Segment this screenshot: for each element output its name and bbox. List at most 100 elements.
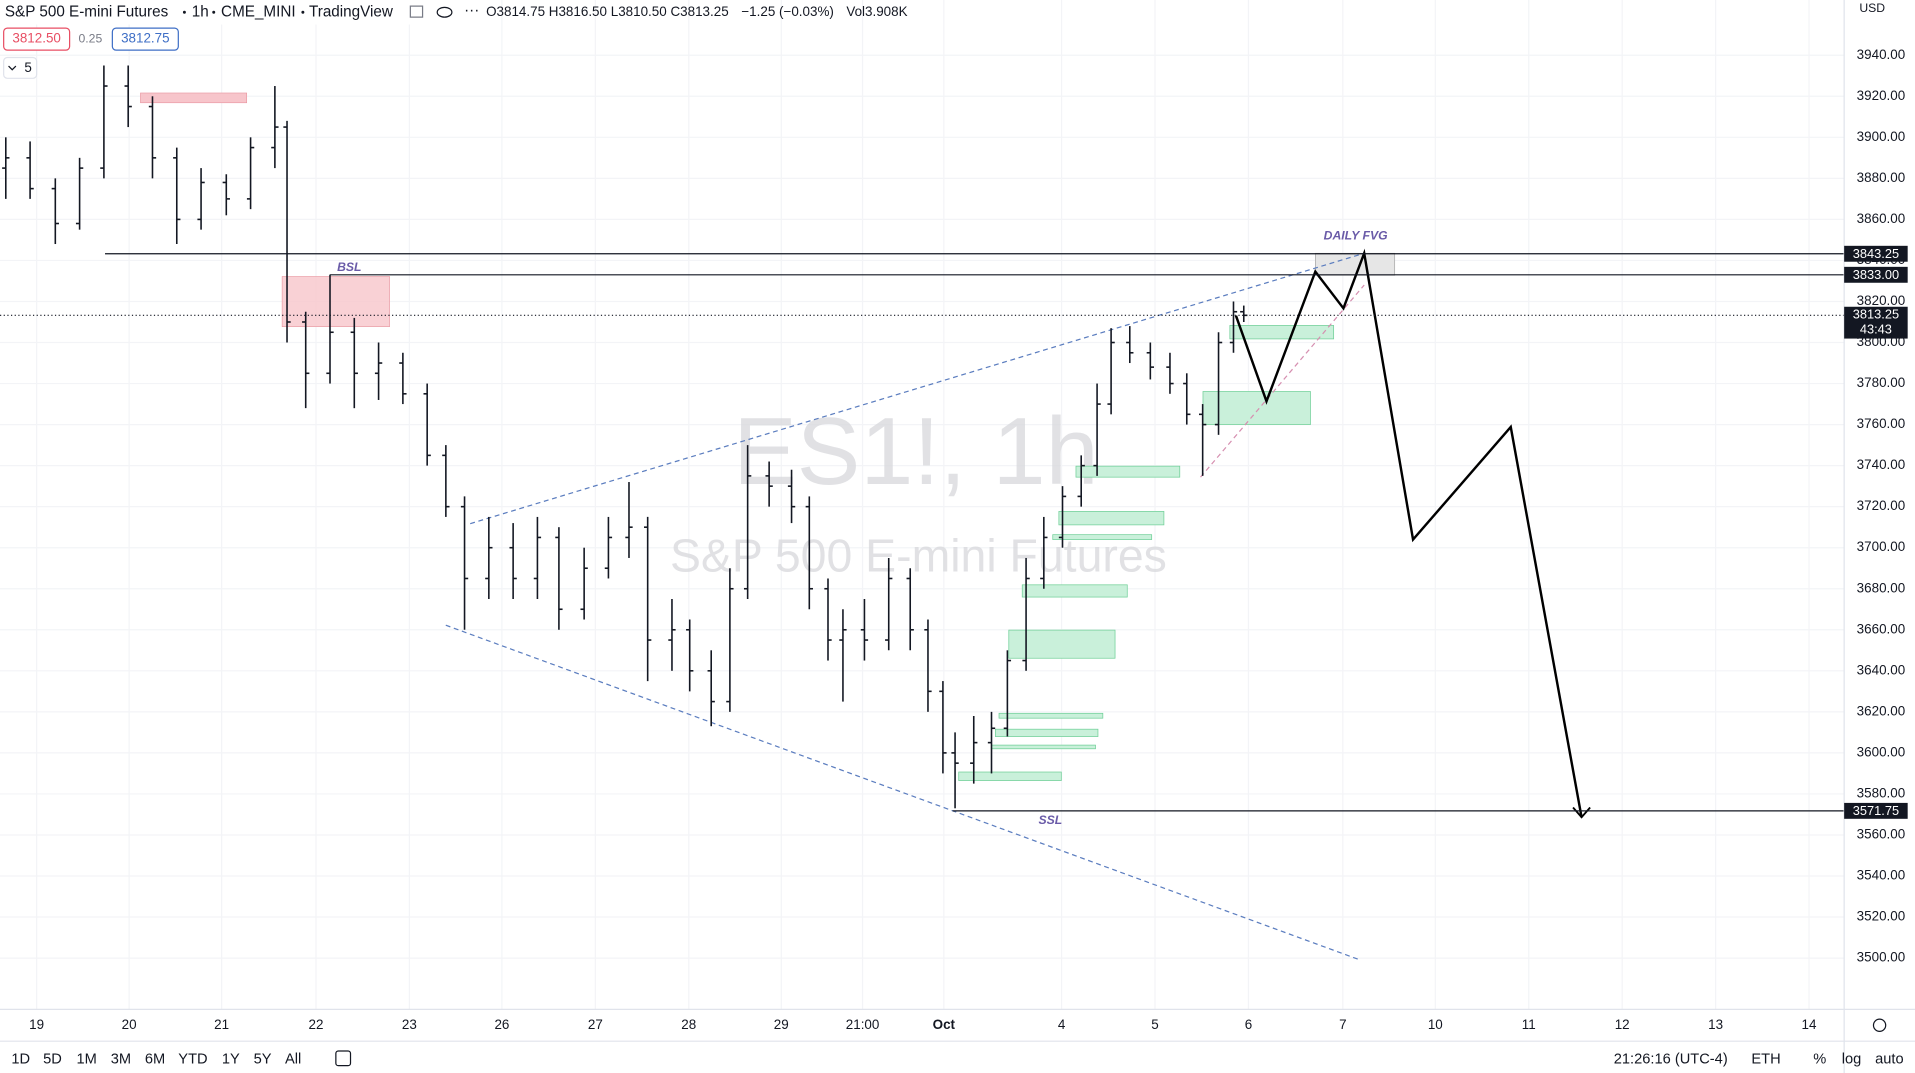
x-tick-label: 28 — [681, 1017, 696, 1032]
x-tick-label: 27 — [588, 1017, 603, 1032]
ask: 3812.75 — [121, 31, 170, 46]
x-tick-label: 11 — [1522, 1017, 1536, 1032]
symbol: S&P 500 E-mini Futures — [5, 3, 169, 20]
x-tick-label: Oct — [933, 1017, 956, 1032]
x-tick-label: 26 — [494, 1017, 509, 1032]
y-tick-label: 3500.00 — [1857, 950, 1906, 965]
ohlc: O3814.75 H3816.50 L3810.50 C3813.25 — [486, 4, 729, 19]
x-tick-label: 20 — [122, 1017, 137, 1032]
fvg-box — [998, 712, 1104, 719]
price-label: 3843.25 — [1853, 246, 1899, 261]
y-tick-label: 3740.00 — [1857, 457, 1906, 472]
annotation: SSL — [1038, 813, 1062, 827]
y-tick-label: 3880.00 — [1857, 170, 1906, 185]
trend-line — [1200, 284, 1365, 478]
x-tick-label: 10 — [1428, 1017, 1443, 1032]
fvg-box — [1202, 391, 1311, 425]
y-tick-label: 3640.00 — [1857, 662, 1906, 677]
fvg-box — [1075, 465, 1181, 478]
y-tick-label: 3560.00 — [1857, 827, 1906, 842]
fvg-box — [991, 744, 1096, 750]
range-button[interactable]: 5Y — [254, 1051, 272, 1067]
countdown: 43:43 — [1860, 321, 1892, 336]
range-button[interactable]: YTD — [178, 1051, 207, 1067]
y-tick-label: 3580.00 — [1857, 785, 1906, 800]
exchange: CME_MINI — [221, 3, 296, 20]
range-button[interactable]: 5D — [43, 1051, 62, 1067]
last-price-bg — [1844, 306, 1908, 339]
range-button[interactable]: 1Y — [222, 1051, 240, 1067]
bars — [2, 65, 1248, 809]
fvg-box — [1021, 584, 1128, 598]
fvg-box — [281, 276, 390, 327]
annotation: BSL — [337, 260, 361, 274]
price-label-bg — [1844, 266, 1908, 283]
y-tick-label: 3520.00 — [1857, 909, 1906, 924]
log-toggle[interactable]: log — [1842, 1051, 1862, 1067]
drawings — [140, 92, 1591, 960]
x-tick-label: 19 — [29, 1017, 44, 1032]
spread: 0.25 — [78, 31, 102, 45]
percent-toggle[interactable]: % — [1813, 1051, 1826, 1067]
eye-icon[interactable] — [436, 6, 453, 18]
y-tick-label: 3920.00 — [1857, 88, 1906, 103]
x-tick-label: 22 — [309, 1017, 324, 1032]
more-icon[interactable]: ··· — [464, 2, 479, 19]
y-tick-label: 3680.00 — [1857, 580, 1906, 595]
toolbar: 1D 5D 1M 3M 6M YTD 1Y 5Y All — [11, 1051, 301, 1067]
interval: 1h — [192, 3, 209, 20]
levels — [0, 253, 1845, 812]
x-tick-label: 14 — [1802, 1017, 1817, 1032]
fvg-box — [1229, 325, 1335, 340]
x-tick-label: 4 — [1058, 1017, 1066, 1032]
header-bg — [0, 0, 489, 25]
indicators-toggle[interactable] — [3, 56, 38, 79]
x-tick-label: 12 — [1615, 1017, 1630, 1032]
fvg-box — [994, 728, 1099, 737]
range-button[interactable]: 3M — [111, 1051, 131, 1067]
trend-line — [445, 624, 1359, 960]
x-tick-label: 7 — [1339, 1017, 1346, 1032]
x-tick-label: 29 — [774, 1017, 789, 1032]
bid: 3812.50 — [12, 31, 61, 46]
x-tick-label: 5 — [1151, 1017, 1158, 1032]
fvg-box — [1052, 534, 1153, 540]
y-tick-label: 3780.00 — [1857, 375, 1906, 390]
last-price-label: 3813.25 — [1853, 307, 1899, 322]
auto-toggle[interactable]: auto — [1875, 1051, 1904, 1067]
x-tick-label: 21:00 — [846, 1017, 880, 1032]
annotation: DAILY FVG — [1324, 228, 1388, 242]
fvg-box — [958, 771, 1062, 781]
chevron — [8, 65, 17, 71]
price-label: 3571.75 — [1853, 803, 1899, 818]
change: −1.25 (−0.03%) — [741, 4, 834, 19]
settings-icon[interactable] — [1872, 1018, 1887, 1033]
range-button[interactable]: 6M — [145, 1051, 165, 1067]
range-button[interactable]: 1M — [77, 1051, 97, 1067]
price-label: 3833.00 — [1853, 267, 1899, 282]
grid — [0, 0, 1845, 1010]
flag-icon[interactable] — [409, 5, 424, 18]
currency[interactable]: USD — [1859, 1, 1885, 15]
clock: 21:26:16 (UTC-4) — [1614, 1051, 1728, 1067]
indicators-count: 5 — [24, 60, 31, 75]
projection-path — [1234, 248, 1583, 818]
y-tick-label: 3720.00 — [1857, 498, 1906, 513]
bid-box[interactable] — [3, 27, 71, 51]
watermark: ES1!, 1h — [733, 399, 1098, 505]
session[interactable]: ETH — [1751, 1051, 1780, 1067]
y-tick-label: 3540.00 — [1857, 868, 1906, 883]
ask-box[interactable] — [111, 27, 179, 51]
volume: Vol3.908K — [846, 4, 907, 19]
date-range-icon[interactable] — [335, 1050, 352, 1067]
y-tick-label: 3820.00 — [1857, 293, 1906, 308]
y-tick-label: 3900.00 — [1857, 129, 1906, 144]
separator — [301, 10, 305, 14]
range-button[interactable]: 1D — [11, 1051, 30, 1067]
y-tick-label: 3760.00 — [1857, 416, 1906, 431]
x-tick-label: 21 — [214, 1017, 229, 1032]
range-button[interactable]: All — [285, 1051, 301, 1067]
y-tick-label: 3700.00 — [1857, 539, 1906, 554]
x-tick-label: 6 — [1245, 1017, 1252, 1032]
